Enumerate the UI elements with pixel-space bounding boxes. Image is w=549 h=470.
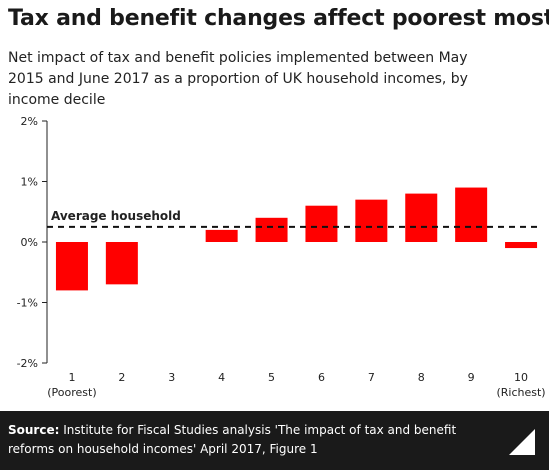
x-tick-label: 4 xyxy=(218,371,225,384)
y-tick-label: -2% xyxy=(17,357,38,370)
x-tick-label: 10 xyxy=(514,371,528,384)
bar-chart: -2% -1% 0% 1% 2% 1 (Poorest) 2 3 4 5 6 7 8 9 10 (Richest… xyxy=(17,115,546,399)
bar xyxy=(405,193,438,242)
full-fact-logo-icon xyxy=(509,429,535,455)
x-tick-label: 2 xyxy=(118,371,125,384)
y-tick-label: -1% xyxy=(17,297,38,310)
bar xyxy=(205,229,238,242)
bar xyxy=(455,187,488,242)
x-tick-label: 3 xyxy=(168,371,175,384)
source-label: Source: xyxy=(8,423,60,437)
x-tick-label: 1 xyxy=(68,371,75,384)
chart-title: Tax and benefit changes affect poorest m… xyxy=(8,6,549,31)
bar xyxy=(505,242,538,249)
bar xyxy=(105,242,138,285)
x-tick-sublabel: (Richest) xyxy=(496,386,545,399)
y-tick-label: 0% xyxy=(21,236,38,249)
x-tick-label: 9 xyxy=(468,371,475,384)
bar xyxy=(305,205,338,242)
source-footer: Source: Institute for Fiscal Studies ana… xyxy=(0,411,549,470)
x-tick-label: 8 xyxy=(418,371,425,384)
y-tick-label: 1% xyxy=(21,176,38,189)
chart-subtitle: Net impact of tax and benefit policies i… xyxy=(8,50,468,108)
x-tick-label: 6 xyxy=(318,371,325,384)
source-note: Source: Institute for Fiscal Studies ana… xyxy=(8,421,498,459)
bar xyxy=(255,217,288,242)
x-tick-sublabel: (Poorest) xyxy=(47,386,96,399)
x-tick-label: 7 xyxy=(368,371,375,384)
x-tick-label: 5 xyxy=(268,371,275,384)
source-text: Institute for Fiscal Studies analysis 'T… xyxy=(8,423,457,456)
y-tick-label: 2% xyxy=(21,115,38,128)
average-household-label: Average household xyxy=(51,209,181,223)
bar xyxy=(355,199,388,242)
bar xyxy=(55,242,88,291)
